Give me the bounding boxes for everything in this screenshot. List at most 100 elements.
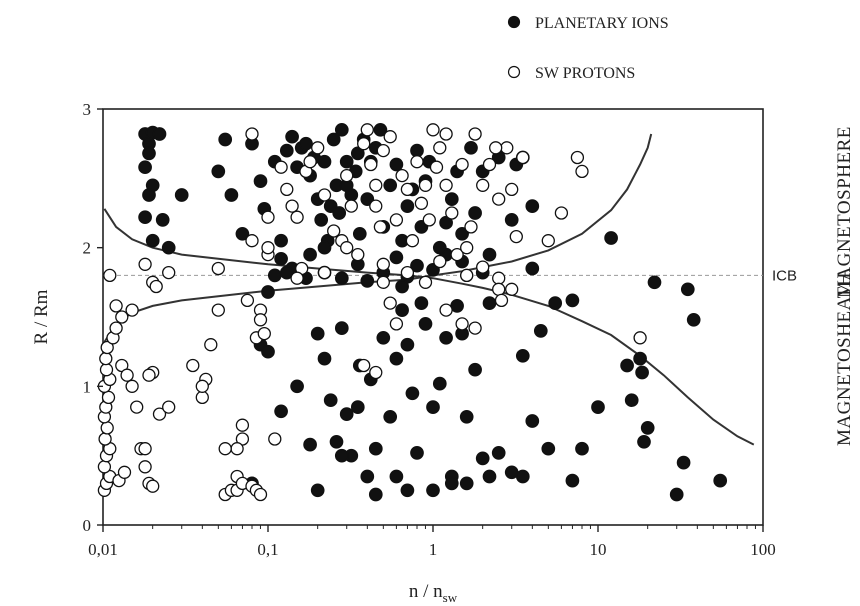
model-curve-planetary-ion-profile <box>103 133 653 343</box>
planetary-ion-point <box>279 265 294 280</box>
planetary-ion-point <box>604 231 618 245</box>
legend: PLANETARY IONS SW PROTONS <box>507 15 669 82</box>
planetary-ion-point <box>211 164 226 179</box>
planetary-ion-point <box>548 296 563 310</box>
sw-proton-point <box>364 157 378 172</box>
planetary-ion-point <box>410 258 424 273</box>
planetary-ion-point <box>426 400 440 414</box>
planetary-ion-point <box>334 122 349 137</box>
sw-proton-point <box>211 261 225 276</box>
planetary-ion-point <box>389 351 404 366</box>
planetary-ion-point <box>142 146 156 161</box>
sw-proton-point <box>489 141 503 155</box>
sw-proton-point <box>400 265 415 280</box>
sw-proton-point <box>218 442 232 456</box>
planetary-ion-point <box>565 473 580 488</box>
planetary-ion-point <box>400 337 415 352</box>
planetary-ion-point <box>635 365 649 380</box>
sw-proton-point <box>633 331 647 345</box>
side-label-magnetosphere: MAGNETOSPHERE <box>834 126 855 298</box>
sw-proton-point <box>162 265 176 280</box>
sw-proton-point <box>138 460 152 474</box>
sw-proton-point <box>100 421 114 435</box>
planetary-ion-point <box>432 240 447 255</box>
sw-proton-point <box>235 418 250 432</box>
sw-proton-point <box>492 271 506 285</box>
sw-proton-point <box>554 206 569 220</box>
sw-proton-point <box>492 192 506 206</box>
planetary-ion-point <box>383 178 398 193</box>
sw-proton-point <box>439 303 453 317</box>
y-tick-label-3: 3 <box>83 100 92 119</box>
planetary-ion-point <box>352 226 367 241</box>
planetary-ion-point <box>317 351 332 366</box>
planetary-ion-point <box>261 285 275 299</box>
planetary-ion-point <box>376 330 391 345</box>
planetary-ion-point <box>267 268 282 283</box>
planetary-ion-point <box>680 282 695 297</box>
y-axis-label: R / Rm <box>31 289 52 344</box>
icb-label: ICB <box>772 267 797 284</box>
planetary-ion-point <box>533 324 548 338</box>
sw-proton-point <box>109 299 123 313</box>
sw-proton-point <box>389 317 404 331</box>
planetary-ion-point <box>389 157 404 172</box>
sw-proton-point <box>476 260 490 274</box>
planetary-ion-point <box>525 261 540 276</box>
sw-proton-point <box>142 368 156 382</box>
planetary-ion-point <box>350 400 365 414</box>
planetary-ion-point <box>253 174 268 188</box>
sw-proton-point <box>162 400 176 414</box>
planetary-ion-point <box>444 192 459 206</box>
sw-proton-point <box>439 178 453 192</box>
planetary-ion-point <box>310 326 325 341</box>
sw-proton-point <box>268 432 282 446</box>
planetary-ion-point <box>468 206 482 220</box>
planetary-ion-point <box>138 160 152 175</box>
sw-proton-point <box>575 164 589 179</box>
sw-proton-point <box>418 275 433 289</box>
planetary-ion-point <box>174 188 189 202</box>
planetary-ion-point <box>161 240 176 255</box>
sw-proton-point <box>311 141 325 155</box>
sw-proton-point <box>476 178 490 192</box>
sw-proton-point <box>468 321 482 335</box>
sw-proton-point <box>455 157 469 172</box>
planetary-ion-point <box>525 414 540 428</box>
sw-proton-point <box>125 303 139 317</box>
planetary-ion-point <box>368 441 383 456</box>
axis-ticks: 0,01 0,1 1 10 100 0 1 2 3 <box>83 100 776 559</box>
sw-proton-point <box>422 213 436 227</box>
planetary-ion-point <box>326 132 341 147</box>
legend-marker-sw-protons <box>507 65 521 79</box>
planetary-ion-point <box>329 434 344 449</box>
sw-proton-point <box>99 351 113 366</box>
planetary-ion-point <box>624 393 639 408</box>
sw-proton-point <box>109 321 123 335</box>
sw-proton-point <box>117 465 132 479</box>
planetary-ion-point <box>334 321 349 335</box>
planetary-ion-point <box>468 362 482 377</box>
planetary-ion-point <box>418 317 433 331</box>
sw-proton-point <box>303 155 317 169</box>
sw-proton-point <box>195 379 209 393</box>
sw-proton-point <box>383 130 397 144</box>
planetary-ion-point <box>491 446 506 460</box>
sw-proton-point <box>460 241 474 255</box>
planetary-ion-point <box>591 400 605 414</box>
sw-proton-point <box>445 206 459 220</box>
sw-proton-point <box>130 400 144 414</box>
sw-proton-point <box>395 168 409 183</box>
planetary-ion-point <box>360 192 375 206</box>
planetary-ion-point <box>303 247 317 262</box>
sw-proton-point <box>482 157 497 172</box>
planetary-ion-point <box>303 437 317 452</box>
planetary-ion-point <box>317 240 332 255</box>
planetary-ion-point <box>290 379 304 394</box>
planetary-ion-point <box>414 296 429 310</box>
sw-proton-point <box>376 257 390 271</box>
sw-proton-point <box>340 168 354 183</box>
sw-proton-point <box>125 379 139 393</box>
planetary-ion-point <box>575 441 589 456</box>
sw-proton-point <box>439 127 453 141</box>
